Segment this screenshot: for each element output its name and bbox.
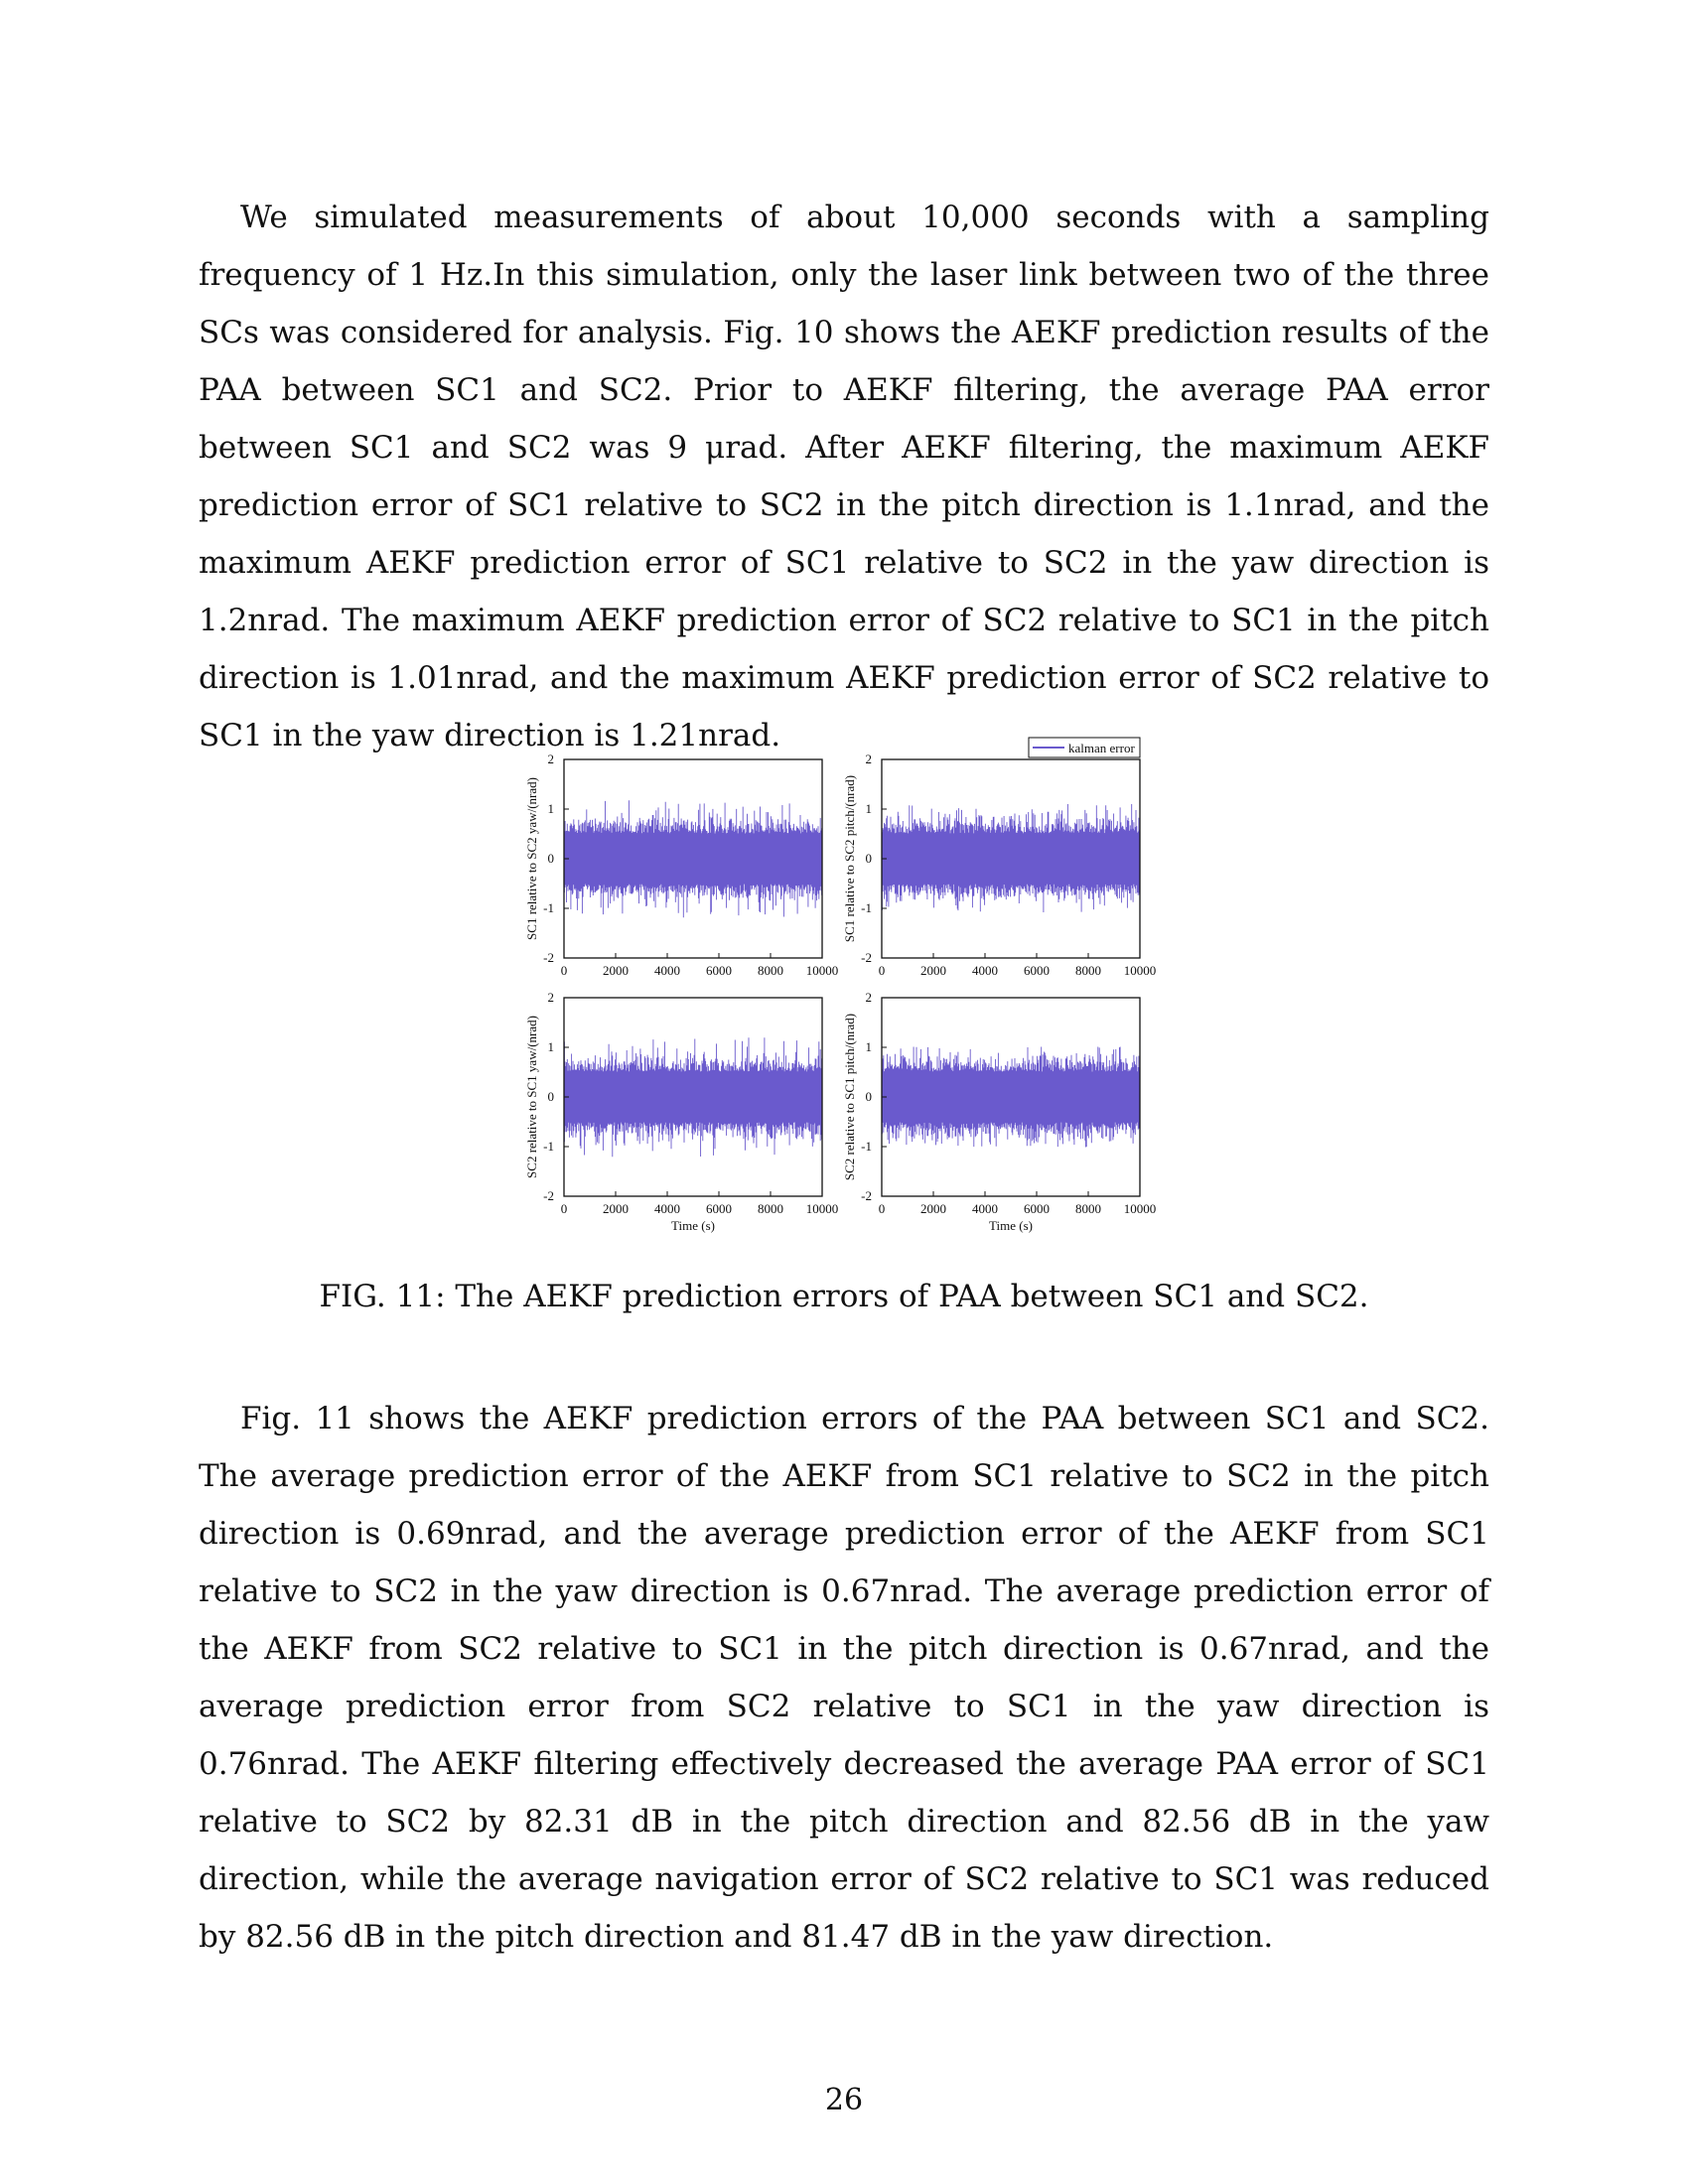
x-tick-label: 4000 xyxy=(654,1201,680,1216)
chart-panel-bottom-left: 0 2000 4000 6000 8000 10000 -2 -1 0 1 2 SC2 relativ… xyxy=(524,990,838,1233)
x-tick-label: 6000 xyxy=(706,963,732,978)
x-tick-label: 10000 xyxy=(806,963,839,978)
x-tick-label: 6000 xyxy=(1024,963,1050,978)
x-tick-label: 8000 xyxy=(758,1201,783,1216)
x-tick-label: 4000 xyxy=(654,963,680,978)
y-axis-label: SC1 relative to SC2 yaw/(nrad) xyxy=(524,777,539,940)
y-tick-label: 2 xyxy=(548,751,555,766)
x-tick-label: 10000 xyxy=(1124,1201,1157,1216)
series-line-kalman-error xyxy=(881,804,1141,912)
y-tick-label: 0 xyxy=(866,1089,873,1104)
y-tick-label: 1 xyxy=(548,801,555,816)
series-line-kalman-error xyxy=(563,1037,823,1158)
page-number: 26 xyxy=(824,2083,864,2117)
x-tick-label: 10000 xyxy=(1124,963,1157,978)
legend-label: kalman error xyxy=(1068,741,1135,755)
y-tick-label: 2 xyxy=(866,751,873,766)
x-tick-label: 6000 xyxy=(1024,1201,1050,1216)
series-line-kalman-error xyxy=(563,800,823,918)
legend-box xyxy=(1028,737,1141,758)
y-tick-label: -1 xyxy=(543,900,554,915)
chart-panel-top-left: 0 2000 4000 6000 8000 10000 -2 -1 0 1 2 SC1 relativ… xyxy=(524,751,838,978)
y-tick-label: -2 xyxy=(861,950,872,965)
y-tick-label: 1 xyxy=(866,1039,873,1054)
chart-panel-top-right: 0 2000 4000 6000 8000 10000 -2 -1 0 1 2 SC1 relativ… xyxy=(842,737,1157,978)
x-axis-label: Time (s) xyxy=(671,1218,715,1233)
x-tick-label: 0 xyxy=(561,963,568,978)
y-axis-label: SC1 relative to SC2 pitch/(nrad) xyxy=(842,775,857,942)
x-axis-label: Time (s) xyxy=(989,1218,1033,1233)
x-tick-label: 8000 xyxy=(1075,1201,1101,1216)
x-tick-label: 10000 xyxy=(806,1201,839,1216)
y-tick-label: 1 xyxy=(548,1039,555,1054)
y-tick-label: 2 xyxy=(866,990,873,1005)
y-tick-label: 0 xyxy=(548,851,555,866)
y-tick-label: -1 xyxy=(861,900,872,915)
x-tick-label: 2000 xyxy=(603,1201,629,1216)
y-tick-label: -2 xyxy=(543,1188,554,1203)
y-tick-label: 0 xyxy=(548,1089,555,1104)
x-tick-label: 2000 xyxy=(920,1201,946,1216)
figure-caption: FIG. 11: The AEKF prediction errors of P… xyxy=(319,1279,1369,1314)
x-tick-label: 2000 xyxy=(603,963,629,978)
x-tick-label: 0 xyxy=(561,1201,568,1216)
body-paragraph-1: We simulated measurements of about 10,00… xyxy=(199,200,1489,753)
y-axis-label: SC2 relative to SC1 yaw/(nrad) xyxy=(524,1016,539,1178)
y-tick-label: 1 xyxy=(866,801,873,816)
y-tick-label: 0 xyxy=(866,851,873,866)
y-tick-label: -2 xyxy=(543,950,554,965)
y-tick-label: -2 xyxy=(861,1188,872,1203)
x-tick-label: 4000 xyxy=(972,1201,998,1216)
y-tick-label: 2 xyxy=(548,990,555,1005)
x-tick-label: 4000 xyxy=(972,963,998,978)
y-axis-label: SC2 relative to SC1 pitch/(nrad) xyxy=(842,1014,857,1180)
x-tick-label: 0 xyxy=(879,963,886,978)
body-paragraph-2: Fig. 11 shows the AEKF prediction errors… xyxy=(199,1401,1489,1955)
x-tick-label: 8000 xyxy=(758,963,783,978)
x-tick-label: 8000 xyxy=(1075,963,1101,978)
chart-panel-bottom-right: 0 2000 4000 6000 8000 10000 -2 -1 0 1 2 SC2 relativ… xyxy=(842,990,1156,1233)
x-tick-label: 0 xyxy=(879,1201,886,1216)
y-tick-label: -1 xyxy=(861,1139,872,1154)
x-tick-label: 2000 xyxy=(920,963,946,978)
y-tick-label: -1 xyxy=(543,1139,554,1154)
x-tick-label: 6000 xyxy=(706,1201,732,1216)
series-line-kalman-error xyxy=(881,1046,1141,1148)
